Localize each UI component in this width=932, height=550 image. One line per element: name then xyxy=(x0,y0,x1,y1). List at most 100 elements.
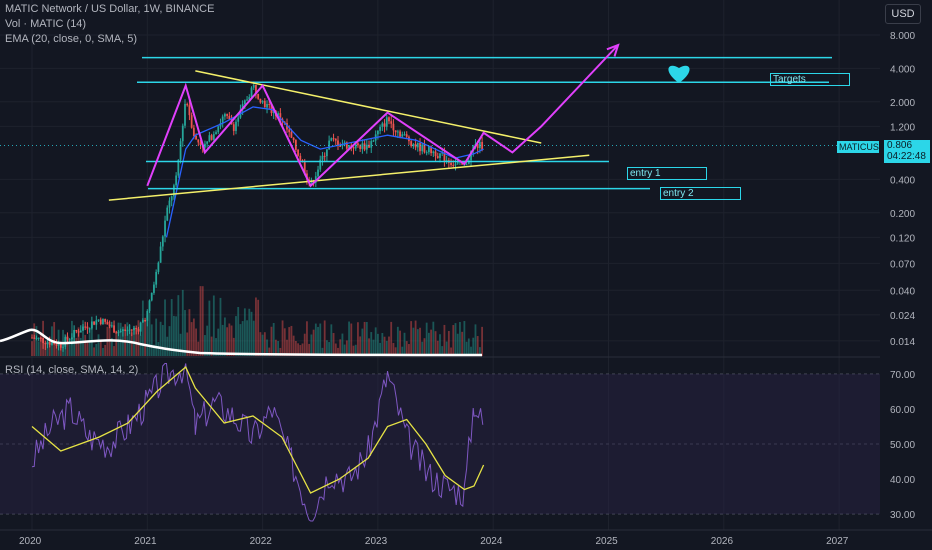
candle-body xyxy=(425,152,428,154)
trendlines[interactable] xyxy=(108,70,590,201)
candle-body xyxy=(412,144,415,147)
volume-bar xyxy=(334,343,337,356)
volume-bar xyxy=(104,344,107,356)
volume-bar xyxy=(204,335,206,356)
candle-body xyxy=(297,149,299,156)
volume-bar xyxy=(84,334,87,356)
candle-body xyxy=(252,84,255,88)
ema-legend[interactable]: EMA (20, close, 0, SMA, 5) xyxy=(5,33,138,45)
time-tick-label: 2023 xyxy=(365,536,388,547)
candle-body xyxy=(159,246,162,263)
targets-label[interactable]: Targets xyxy=(770,73,850,86)
volume-bar xyxy=(459,322,461,356)
volume-bar xyxy=(470,346,472,356)
volume-bar xyxy=(102,347,104,356)
entry-2-label[interactable]: entry 2 xyxy=(660,187,741,200)
volume-bar xyxy=(173,315,175,356)
volume-bar xyxy=(137,320,140,356)
candle-body xyxy=(133,328,135,331)
time-tick-label: 2022 xyxy=(250,536,273,547)
volume-legend[interactable]: Vol · MATIC (14) xyxy=(5,18,87,30)
candle-body xyxy=(73,330,76,338)
time-tick-label: 2025 xyxy=(596,536,619,547)
candle-body xyxy=(215,132,217,135)
candle-body xyxy=(456,162,459,164)
candle-body xyxy=(192,127,195,136)
candle-body xyxy=(99,319,102,325)
candle-body xyxy=(86,326,89,329)
volume-bar xyxy=(170,299,173,356)
candle-body xyxy=(195,135,197,140)
candle-body xyxy=(443,152,446,162)
candle-body xyxy=(190,115,193,128)
candle-body xyxy=(246,99,248,101)
volume-bar xyxy=(383,336,386,356)
currency-button[interactable]: USD xyxy=(885,4,921,24)
volume-bar xyxy=(434,331,437,356)
price-tick-label: 0.200 xyxy=(890,209,915,220)
volume-bar xyxy=(425,322,428,356)
candle-body xyxy=(410,141,413,147)
volume-bar xyxy=(372,339,375,356)
candle-body xyxy=(303,162,306,174)
projection-path[interactable] xyxy=(146,44,619,188)
volume-bar xyxy=(108,321,111,356)
volume-bar xyxy=(385,340,388,356)
volume-bar xyxy=(250,311,253,356)
candle-body xyxy=(359,145,362,149)
volume-bar xyxy=(48,341,51,356)
ticker-tag: MATICUSD xyxy=(837,141,886,153)
symbol-title[interactable]: MATIC Network / US Dollar, 1W, BINANCE xyxy=(5,3,215,15)
volume-bar xyxy=(55,341,58,356)
candle-body xyxy=(439,153,441,159)
volume-bar xyxy=(310,334,313,356)
candle-body xyxy=(399,131,401,137)
rsi-legend[interactable]: RSI (14, close, SMA, 14, 2) xyxy=(5,364,139,376)
time-axis[interactable]: 2020 2021 2022 2023 2024 2025 2026 2027 xyxy=(0,529,932,550)
candle-body xyxy=(270,104,273,114)
price-tick-label: 0.014 xyxy=(890,337,915,348)
candle-body xyxy=(177,159,180,176)
volume-bar xyxy=(37,341,40,356)
entry-1-label[interactable]: entry 1 xyxy=(627,167,707,180)
candle-body xyxy=(432,151,435,154)
candle-body xyxy=(46,341,49,345)
volume-bar xyxy=(408,344,410,356)
volume-bar xyxy=(226,327,229,356)
volume-bar xyxy=(454,323,457,356)
volume-bar xyxy=(39,334,42,356)
candle-body xyxy=(394,130,397,133)
volume-bar xyxy=(148,300,151,356)
candle-body xyxy=(392,123,395,131)
candle-body xyxy=(255,84,257,94)
candle-body xyxy=(39,337,42,339)
volume-bar xyxy=(128,324,131,356)
volume-bar xyxy=(66,335,69,356)
candle-body xyxy=(436,156,439,159)
candle-body xyxy=(166,207,169,221)
volume-bar xyxy=(323,320,326,356)
candle-body xyxy=(414,144,417,148)
candle-body xyxy=(323,155,326,157)
volume-bar xyxy=(115,331,118,356)
rsi-line xyxy=(31,363,484,522)
volume-bar xyxy=(79,337,82,356)
price-axis[interactable]: 8.000 4.000 2.000 1.200 0.400 0.200 0.120 0.070… xyxy=(880,0,932,550)
candle-body xyxy=(79,330,82,333)
candle-body xyxy=(385,117,388,127)
candle-body xyxy=(48,341,51,345)
volume-bar xyxy=(119,322,122,356)
volume-bar xyxy=(374,327,377,356)
candle-body xyxy=(153,284,155,293)
volume-bar xyxy=(377,333,379,356)
candle-body xyxy=(224,114,226,117)
volume-bar xyxy=(126,322,129,356)
volume-bar xyxy=(365,321,368,356)
volume-bar xyxy=(314,323,317,356)
volume-bar xyxy=(257,299,260,356)
price-tick-label: 0.400 xyxy=(890,175,915,186)
volume-bar xyxy=(430,329,433,356)
candle-body xyxy=(122,329,124,331)
candle-body xyxy=(124,329,127,331)
